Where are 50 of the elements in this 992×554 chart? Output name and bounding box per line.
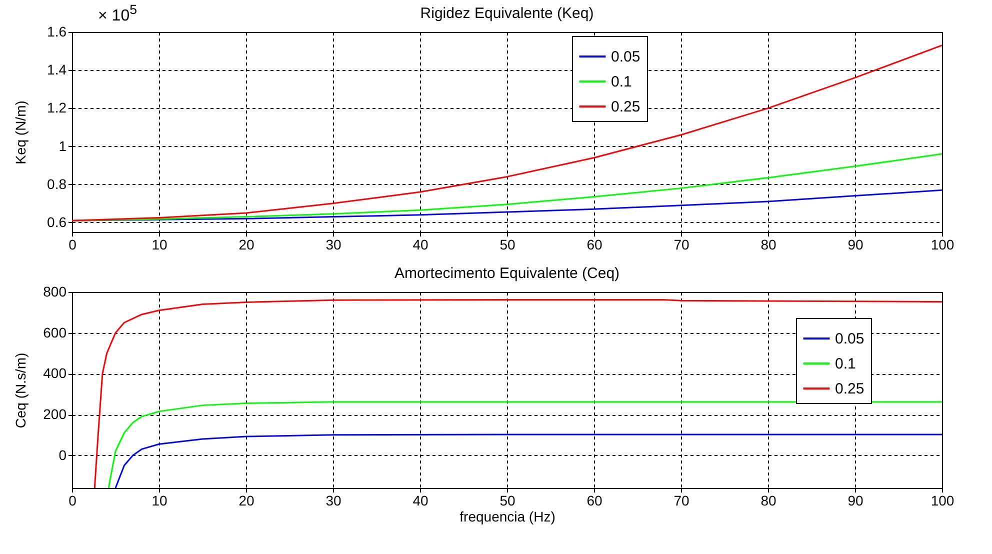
line-series [94,299,942,488]
x-tick-label: 0 [68,492,77,508]
x-tick-label: 70 [674,236,690,252]
legend-label: 0.25 [611,98,640,116]
line-series [72,44,942,222]
x-tick-label: 100 [930,492,954,508]
y-tick-label: 200 [43,406,67,422]
x-tick-label: 0 [68,236,77,252]
legend-label: 0.25 [835,380,864,398]
x-tick-label: 10 [152,492,168,508]
y-tick-label: 1.4 [47,62,67,78]
x-tick-label: 30 [326,492,342,508]
x-tick-label: 80 [760,492,776,508]
x-tick-label: 90 [848,236,864,252]
y-tick-label: 1 [58,138,67,154]
legend-label: 0.05 [835,330,864,348]
line-series [108,401,942,488]
legend-label: 0.1 [835,356,856,372]
x-tick-label: 20 [238,492,254,508]
x-axis-title: frequencia (Hz) [460,508,556,524]
x-tick-label: 40 [412,236,428,252]
y-tick-label: 1.6 [47,24,67,40]
y-tick-label: 400 [43,365,67,382]
x-tick-label: 50 [500,236,516,252]
y-tick-label: 600 [43,324,67,340]
legend-label: 0.1 [611,74,632,90]
line-series [72,153,942,222]
x-tick-label: 50 [500,492,516,508]
chart-title: Amortecimento Equivalente (Ceq) [394,265,620,282]
x-tick-label: 60 [586,492,602,508]
legend-label: 0.05 [611,48,640,66]
y-tick-label: 0.6 [47,214,67,230]
x-tick-label: 90 [848,492,864,508]
x-tick-label: 70 [674,492,690,508]
y-tick-label: 1.2 [47,100,67,116]
x-tick-label: 30 [326,236,342,252]
y-tick-label: 0.8 [47,176,67,192]
x-tick-label: 80 [760,236,776,252]
y-axis-title: Ceq (N.s/m) [12,352,28,428]
y-tick-label: 0 [58,446,67,463]
x-tick-label: 20 [238,236,254,252]
x-tick-label: 40 [412,492,428,508]
x-tick-label: 10 [152,236,168,252]
x-tick-label: 60 [586,236,602,252]
line-series [114,434,942,488]
chart-title: Rigidez Equivalente (Keq) [420,5,594,22]
y-tick-label: 800 [43,284,67,300]
text: × 10$^{5}$ [98,2,138,26]
y-axis-title: Keq (N/m) [12,100,28,164]
x-tick-label: 100 [930,236,954,252]
